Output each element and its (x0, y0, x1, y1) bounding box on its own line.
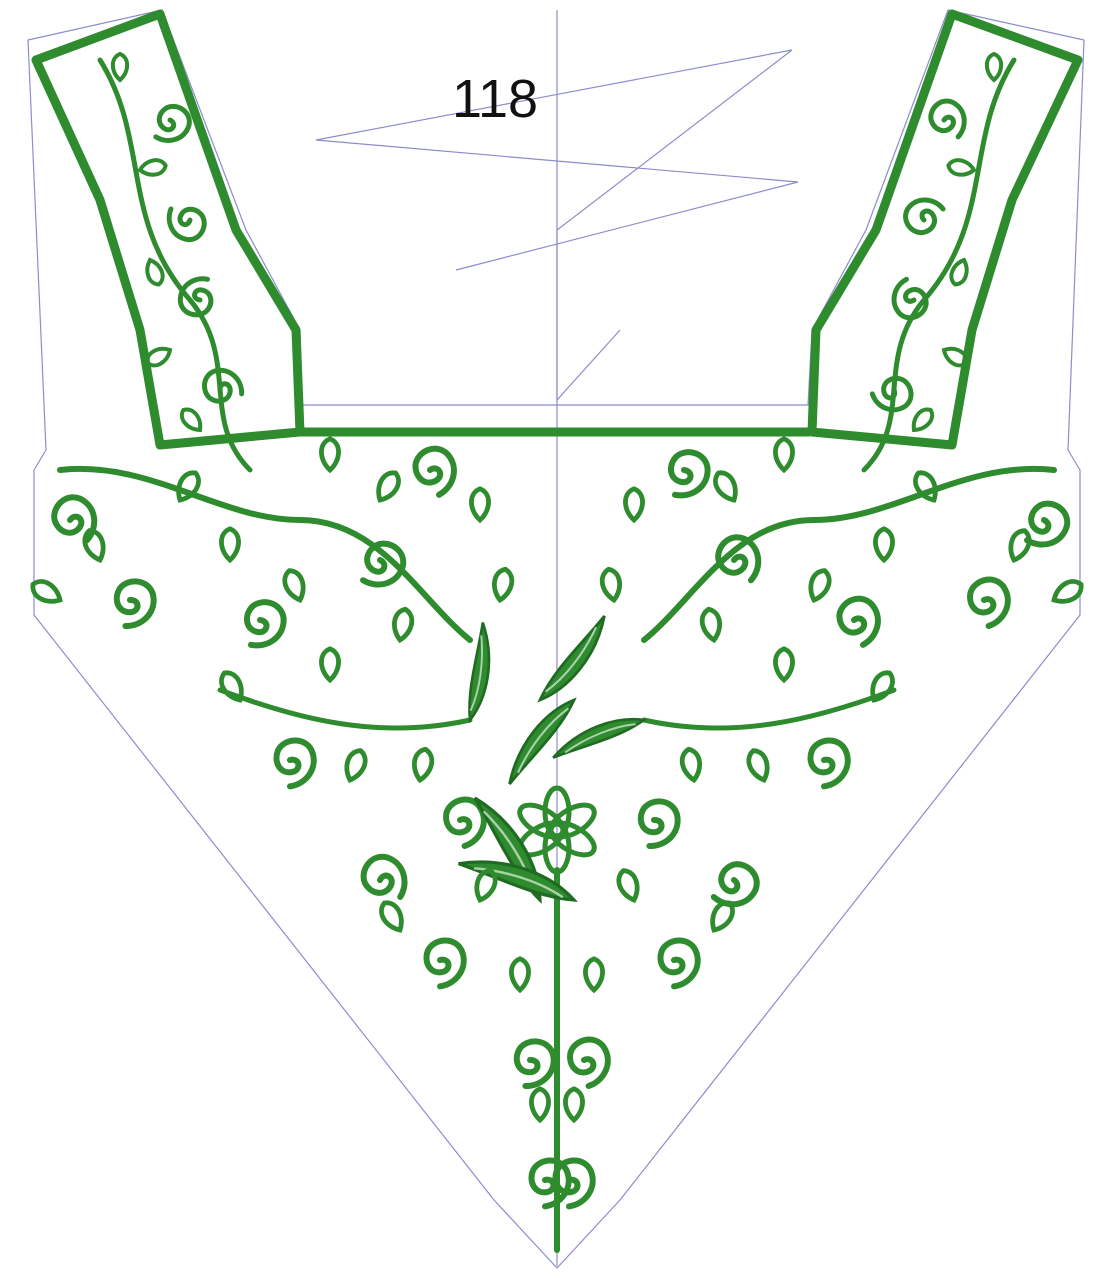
teardrop-loop-icon (492, 568, 514, 602)
spiral-scroll-icon (276, 740, 313, 786)
teardrop-loop-icon (711, 469, 741, 505)
teardrop-loop-icon (531, 1089, 548, 1120)
teardrop-loop-icon (373, 469, 403, 505)
teardrop-loop-icon (221, 529, 238, 560)
leaf-icon (429, 621, 524, 722)
teardrop-loop-icon (984, 52, 1004, 82)
spiral-scroll-icon (835, 594, 886, 650)
spiral-scroll-icon (705, 857, 764, 915)
teardrop-loop-icon (81, 528, 108, 563)
teardrop-loop-icon (136, 156, 169, 180)
spiral-scroll-icon (426, 940, 463, 986)
teardrop-loop-icon (110, 52, 130, 82)
teardrop-loop-icon (585, 959, 602, 990)
spiral-scroll-icon (711, 530, 769, 589)
spiral-scroll-icon (660, 940, 697, 986)
spiral-scroll-icon (161, 199, 210, 245)
right-strap-vine (861, 52, 1017, 473)
teardrop-loop-icon (700, 608, 722, 642)
bottom-pendant (356, 796, 764, 1253)
yoke-branch-right (641, 465, 1057, 643)
right-strap (807, 9, 1083, 450)
teardrop-loop-icon (615, 868, 642, 903)
spiral-scroll-icon (636, 798, 681, 850)
teardrop-loop-icon (321, 649, 338, 680)
spiral-scroll-icon (662, 447, 713, 503)
teardrop-loop-icon (775, 439, 792, 470)
teardrop-loop-icon (745, 748, 772, 783)
spiral-scroll-icon (810, 740, 847, 786)
spiral-scroll-icon (900, 192, 949, 238)
spiral-scroll-icon (531, 1160, 568, 1206)
left-strap-vine (97, 52, 253, 473)
teardrop-loop-icon (342, 748, 369, 783)
teardrop-loop-icon (377, 899, 407, 935)
spiral-scroll-icon (967, 577, 1012, 629)
teardrop-loop-icon (471, 489, 488, 520)
teardrop-loop-icon (875, 529, 892, 560)
teardrop-loop-icon (775, 649, 792, 680)
spiral-scroll-icon (202, 368, 245, 405)
teardrop-loop-icon (412, 748, 434, 782)
spiral-scroll-icon (356, 849, 415, 907)
teardrop-loop-icon (565, 1089, 582, 1120)
spiral-scroll-icon (353, 536, 411, 595)
leaf-icon (508, 698, 576, 786)
teardrop-loop-icon (472, 868, 499, 903)
teardrop-loop-icon (511, 959, 528, 990)
lower-branch-left (217, 687, 473, 731)
teardrop-loop-icon (806, 568, 833, 603)
teardrop-loop-icon (281, 568, 308, 603)
teardrop-loop-icon (321, 439, 338, 470)
leaf-icon (538, 614, 606, 702)
spiral-scroll-icon (238, 597, 289, 653)
lower-branch-right (641, 687, 897, 731)
spiral-scroll-icon (567, 1037, 612, 1089)
spiral-scroll-icon (870, 376, 913, 413)
design-number-label: 118 (452, 69, 539, 129)
teardrop-loop-icon (906, 403, 939, 437)
left-strap (31, 9, 810, 450)
teardrop-loop-icon (1006, 528, 1033, 563)
yoke-branch-left (57, 465, 473, 643)
vine-stem (97, 57, 253, 473)
spiral-scroll-icon (512, 1038, 557, 1090)
teardrop-loop-icon (600, 568, 622, 602)
teardrop-loop-icon (680, 748, 702, 782)
spiral-scroll-icon (411, 444, 462, 500)
teardrop-loop-icon (175, 403, 208, 437)
spiral-scroll-icon (925, 95, 973, 144)
teardrop-loop-icon (945, 156, 978, 180)
yoke-ornaments (29, 439, 1086, 875)
teardrop-loop-icon (392, 608, 414, 642)
teardrop-loop-icon (141, 341, 176, 372)
teardrop-loop-icon (625, 489, 642, 520)
spiral-scroll-icon (112, 578, 157, 630)
spiral-scroll-icon (47, 490, 105, 549)
spiral-scroll-icon (888, 275, 930, 322)
